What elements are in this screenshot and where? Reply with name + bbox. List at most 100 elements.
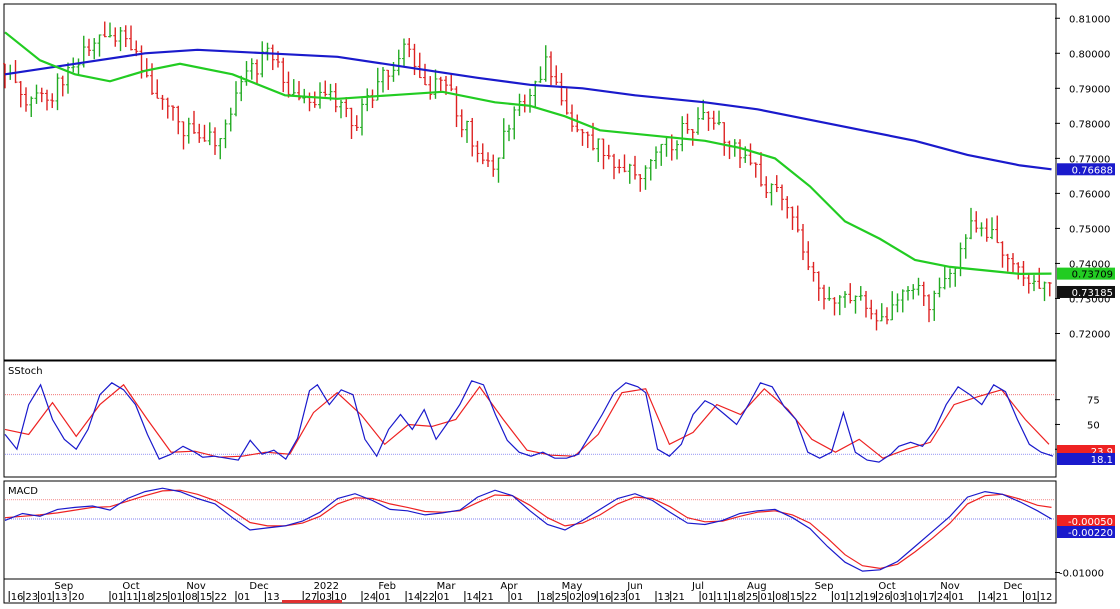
x-day-tick-label: 15 — [200, 592, 213, 603]
tag-stoch-k: 18.1 — [1091, 455, 1113, 466]
stoch-d-line — [4, 383, 1050, 459]
x-day-tick-label: 25 — [746, 592, 759, 603]
x-month-label: May — [562, 581, 583, 592]
price-y-tick-label: 0.73000 — [1069, 294, 1110, 305]
price-y-tick-label: 0.77000 — [1069, 154, 1110, 165]
tag-stoch-d: 23.9 — [1091, 447, 1113, 458]
tag-ma-blue-bg — [1057, 163, 1115, 176]
x-day-tick-label: 23 — [613, 592, 626, 603]
x-day-tick-label: 25 — [156, 592, 169, 603]
moving-average-green — [4, 31, 1052, 276]
macd-line — [4, 487, 1052, 572]
x-day-tick-label: 21 — [996, 592, 1009, 603]
price-y-tick-label: 0.72000 — [1069, 329, 1110, 340]
x-day-tick-label: 01 — [40, 592, 53, 603]
x-month-label: Sep — [815, 581, 834, 592]
x-day-tick-label: 08 — [775, 592, 788, 603]
x-day-tick-label: 23 — [25, 592, 38, 603]
x-day-tick-label: 13 — [267, 592, 280, 603]
tag-macd-line-bg — [1057, 526, 1115, 538]
x-day-tick-label: 17 — [922, 592, 935, 603]
tag-stoch-k-bg — [1057, 453, 1115, 465]
stoch-k-line — [4, 380, 1054, 463]
x-day-tick-label: 20 — [72, 592, 85, 603]
x-day-tick-label: 08 — [185, 592, 198, 603]
price-y-tick-label: 0.80000 — [1069, 49, 1110, 60]
x-day-tick-label: 16 — [599, 592, 612, 603]
x-day-tick-label: 01 — [238, 592, 251, 603]
x-day-tick-label: 14 — [408, 592, 421, 603]
x-day-tick-label: 01 — [437, 592, 450, 603]
x-month-label: Mar — [437, 581, 457, 592]
x-day-tick-label: 21 — [672, 592, 685, 603]
x-month-label: Aug — [747, 581, 767, 592]
x-day-tick-label: 24 — [364, 592, 377, 603]
x-month-label: Sep — [54, 581, 73, 592]
x-month-label: Dec — [249, 581, 268, 592]
tag-last-price: 0.73185 — [1072, 288, 1113, 299]
tag-ma-blue: 0.76688 — [1072, 165, 1113, 176]
x-day-tick-label: 13 — [658, 592, 671, 603]
x-month-label: Nov — [940, 581, 960, 592]
x-axis: 16 23 01 13 20 01 11 18 25 01 08 15 22 01 13 27 03 10 24 01… — [8, 581, 1053, 603]
price-y-tick-label: 0.76000 — [1069, 189, 1110, 200]
x-day-tick-label: 18 — [731, 592, 744, 603]
x-day-tick-label: 22 — [422, 592, 435, 603]
x-day-tick-label: 01 — [760, 592, 773, 603]
tag-macd-line: -0.00220 — [1068, 528, 1113, 539]
x-day-tick-label: 10 — [907, 592, 920, 603]
macd-panel-title: MACD — [8, 486, 38, 497]
tag-macd-signal: -0.00050 — [1068, 517, 1113, 528]
tag-macd-signal-bg — [1057, 515, 1115, 527]
macd-panel: -0.01000 — [5, 499, 1104, 580]
x-day-tick-label: 16 — [11, 592, 24, 603]
price-y-tick-label: 0.74000 — [1069, 259, 1110, 270]
macd-signal-line — [4, 489, 1052, 570]
x-day-tick-label: 22 — [214, 592, 227, 603]
stoch-panel-title: SStoch — [8, 366, 43, 377]
x-month-label: Nov — [186, 581, 206, 592]
x-day-tick-label: 27 — [305, 592, 318, 603]
x-day-tick-label: 01 — [952, 592, 965, 603]
x-day-tick-label: 01 — [112, 592, 125, 603]
x-day-tick-label: 01 — [702, 592, 715, 603]
x-day-tick-label: 18 — [540, 592, 553, 603]
x-month-label: Jun — [626, 581, 643, 592]
x-day-tick-label: 12 — [849, 592, 862, 603]
x-day-tick-label: 01 — [511, 592, 524, 603]
x-day-tick-label: 11 — [126, 592, 139, 603]
x-day-tick-label: 12 — [1040, 592, 1053, 603]
x-axis-range-marker — [282, 600, 342, 603]
x-day-tick-label: 01 — [1025, 592, 1038, 603]
stoch-y-tick-label: 50 — [1087, 420, 1100, 431]
value-tags: 0.76688 0.73709 0.73185 23.918.1 -0.00050-0.… — [1057, 163, 1115, 539]
stoch-y-tick-label: 75 — [1087, 396, 1100, 407]
x-day-tick-label: 18 — [141, 592, 154, 603]
x-day-tick-label: 24 — [937, 592, 950, 603]
x-day-tick-label: 11 — [716, 592, 729, 603]
price-y-tick-label: 0.81000 — [1069, 14, 1110, 25]
price-y-tick-label: 0.78000 — [1069, 119, 1110, 130]
x-day-tick-label: 02 — [569, 592, 582, 603]
x-month-label: Jul — [691, 581, 704, 592]
x-day-tick-label: 14 — [981, 592, 994, 603]
x-day-tick-label: 26 — [878, 592, 891, 603]
moving-average-blue — [4, 48, 1052, 171]
macd-y-tick-label: -0.01000 — [1059, 569, 1104, 580]
x-day-tick-label: 03 — [319, 592, 332, 603]
x-day-tick-label: 01 — [628, 592, 641, 603]
x-day-tick-label: 10 — [334, 592, 347, 603]
price-bars — [3, 21, 1052, 331]
price-y-tick-label: 0.79000 — [1069, 84, 1110, 95]
x-day-tick-label: 15 — [790, 592, 803, 603]
x-axis-frame — [3, 578, 1057, 604]
x-day-tick-label: 25 — [555, 592, 568, 603]
x-month-label: Feb — [378, 581, 396, 592]
tag-last-price-bg — [1057, 285, 1115, 298]
x-month-label: Oct — [878, 581, 895, 592]
x-month-label: Apr — [500, 581, 518, 592]
tag-ma-green-bg — [1057, 267, 1115, 280]
x-day-tick-label: 21 — [481, 592, 494, 603]
x-day-tick-label: 01 — [378, 592, 391, 603]
